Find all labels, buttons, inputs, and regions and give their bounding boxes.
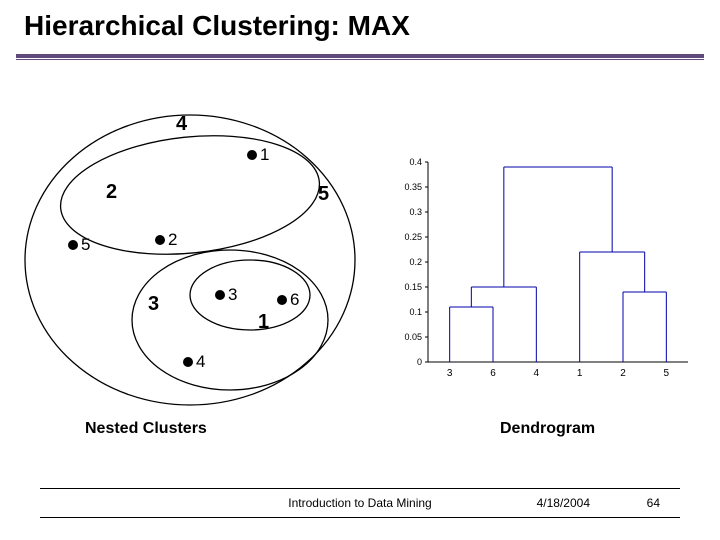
svg-text:2: 2 [106, 181, 117, 203]
footer: Introduction to Data Mining 4/18/2004 64 [40, 488, 680, 518]
footer-page: 64 [647, 496, 660, 510]
dendrogram-caption: Dendrogram [500, 420, 595, 438]
svg-text:0.4: 0.4 [409, 157, 422, 167]
nested-clusters-diagram: 1 2 3 4 5 6 4 2 5 3 1 [20, 100, 380, 420]
svg-text:0.2: 0.2 [409, 257, 422, 267]
dendrogram-chart: 0 0.05 0.1 0.15 0.2 0.25 0.3 0.35 0.4 3 6 4 1 2 5 [390, 150, 700, 400]
svg-text:1: 1 [258, 311, 269, 333]
nested-caption: Nested Clusters [85, 420, 207, 438]
svg-text:6: 6 [490, 368, 496, 379]
svg-text:6: 6 [290, 290, 299, 309]
page-title: Hierarchical Clustering: MAX [24, 10, 410, 42]
svg-text:4: 4 [176, 113, 188, 135]
svg-text:3: 3 [447, 368, 453, 379]
svg-text:3: 3 [228, 285, 237, 304]
svg-text:4: 4 [196, 352, 205, 371]
svg-text:0.05: 0.05 [404, 332, 422, 342]
divider [16, 54, 704, 60]
svg-text:0.35: 0.35 [404, 182, 422, 192]
svg-text:2: 2 [168, 230, 177, 249]
svg-text:0.1: 0.1 [409, 307, 422, 317]
footer-date: 4/18/2004 [537, 496, 590, 510]
svg-text:1: 1 [577, 368, 583, 379]
svg-text:0: 0 [417, 357, 422, 367]
svg-text:0.15: 0.15 [404, 282, 422, 292]
svg-text:2: 2 [620, 368, 626, 379]
svg-text:5: 5 [318, 183, 329, 205]
svg-text:0.25: 0.25 [404, 232, 422, 242]
svg-text:5: 5 [81, 235, 90, 254]
svg-text:3: 3 [148, 293, 159, 315]
svg-text:5: 5 [664, 368, 670, 379]
svg-text:0.3: 0.3 [409, 207, 422, 217]
svg-text:4: 4 [534, 368, 540, 379]
footer-center: Introduction to Data Mining [288, 496, 431, 510]
svg-text:1: 1 [260, 145, 269, 164]
